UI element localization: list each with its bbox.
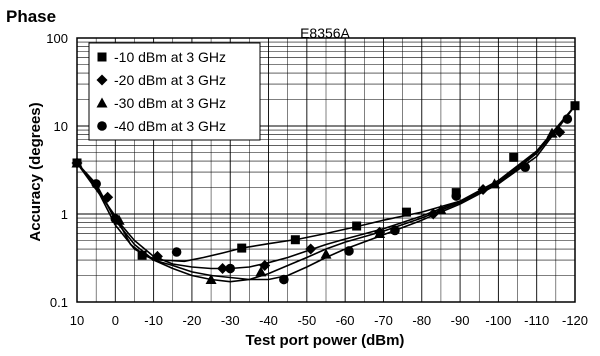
x-tick-label: -50 <box>297 313 316 328</box>
data-point-diamond-marker <box>305 243 317 255</box>
x-tick-label: -30 <box>221 313 240 328</box>
legend-label: -30 dBm at 3 GHz <box>114 95 226 111</box>
legend-triangle-marker <box>96 97 108 108</box>
data-point-square-marker <box>137 250 147 260</box>
x-tick-label: -80 <box>412 313 431 328</box>
y-tick-label: 100 <box>46 31 68 46</box>
plot-frame <box>76 37 576 303</box>
legend-square-marker <box>97 52 107 62</box>
chart-title: Phase <box>6 7 56 26</box>
x-tick-label: -20 <box>183 313 202 328</box>
series-layer <box>71 101 580 285</box>
legend-circle-marker <box>97 121 107 131</box>
y-axis-title: Accuracy (degrees) <box>27 102 44 241</box>
x-tick-label: -40 <box>259 313 278 328</box>
data-point-circle-marker <box>344 246 354 256</box>
data-point-square-marker <box>352 221 362 231</box>
x-tick-label: -70 <box>374 313 393 328</box>
data-point-triangle-marker <box>546 127 558 138</box>
legend-label: -10 dBm at 3 GHz <box>114 49 226 65</box>
data-point-circle-marker <box>225 263 236 274</box>
data-point-square-marker <box>509 152 519 162</box>
y-tick-label: 0.1 <box>50 295 68 310</box>
data-point-triangle-marker <box>151 250 163 261</box>
chart-subtitle: E8356A <box>300 25 350 41</box>
series-line-diamond <box>76 105 576 270</box>
legend-label: -40 dBm at 3 GHz <box>114 118 226 134</box>
data-point-triangle-marker <box>255 266 267 277</box>
data-point-circle-marker <box>91 179 101 189</box>
x-tick-label: -10 <box>144 313 163 328</box>
data-point-square-marker <box>290 235 300 245</box>
series-line-triangle <box>76 105 576 283</box>
data-point-circle-marker <box>390 225 400 236</box>
legend: -10 dBm at 3 GHz -20 dBm at 3 GHz -30 dBm … <box>88 42 261 141</box>
x-tick-label: -90 <box>451 313 470 328</box>
legend-box <box>88 42 261 141</box>
series-line-circle <box>76 105 576 281</box>
y-tick-label: 1 <box>61 207 68 222</box>
tick-labels: 10 0 -10 -20 -30 -40 -50 -60 -70 -80 -90 -100 -110 -1… <box>46 31 588 328</box>
data-point-diamond-marker <box>554 126 566 138</box>
x-tick-label: -120 <box>562 313 588 328</box>
data-point-square-marker <box>401 207 411 217</box>
x-tick-label: -60 <box>336 313 355 328</box>
data-point-triangle-marker <box>205 274 217 285</box>
data-point-circle-marker <box>451 191 462 201</box>
data-point-circle-marker <box>279 274 289 285</box>
data-point-diamond-marker <box>217 263 229 275</box>
data-point-circle-marker <box>171 247 182 257</box>
x-axis-title: Test port power (dBm) <box>246 332 405 349</box>
x-tick-label: -100 <box>485 313 511 328</box>
y-tick-label: 10 <box>54 119 68 134</box>
x-tick-label: 0 <box>112 313 119 328</box>
legend-diamond-marker <box>96 74 108 86</box>
data-point-square-marker <box>237 243 247 253</box>
x-tick-label: 10 <box>70 313 84 328</box>
series-circle <box>76 105 576 285</box>
data-point-circle-marker <box>110 214 121 224</box>
legend-label: -20 dBm at 3 GHz <box>114 72 226 88</box>
data-point-circle-marker <box>520 162 530 173</box>
x-tick-label: -110 <box>524 313 549 328</box>
data-point-circle-marker <box>562 114 573 124</box>
data-point-triangle-marker <box>489 178 501 189</box>
data-point-diamond-marker <box>259 259 271 271</box>
